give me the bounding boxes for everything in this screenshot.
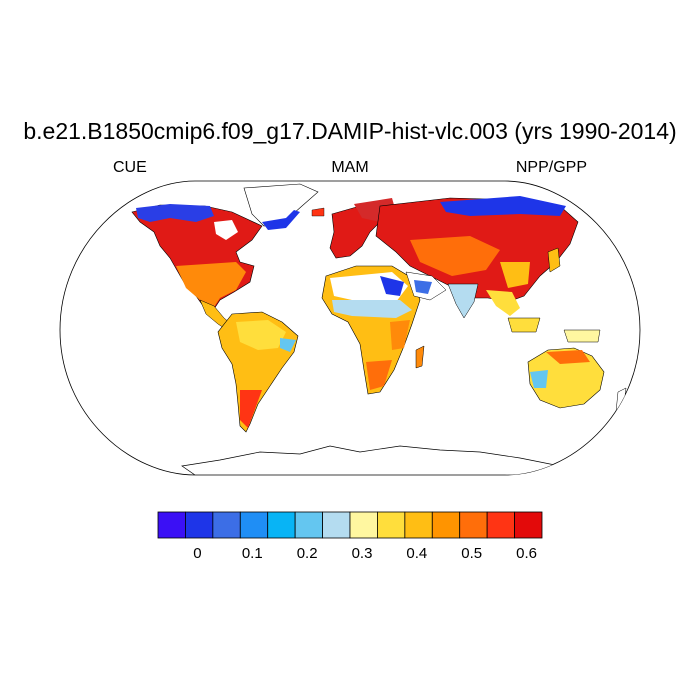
region-sahel	[332, 300, 412, 318]
colorbar-tick-label: 0.1	[242, 545, 263, 562]
region-australia-north	[546, 350, 590, 364]
colorbar-tick-label: 0.4	[406, 545, 427, 562]
region-sahara-patch	[380, 276, 404, 296]
region-us-south	[176, 262, 246, 310]
region-japan	[547, 247, 561, 273]
colorbar-swatch	[267, 511, 296, 539]
region-madagascar	[415, 345, 425, 369]
region-hudson	[214, 220, 238, 240]
region-greenland-coast	[262, 210, 300, 230]
region-amazon	[236, 320, 286, 350]
colorbar-swatch	[349, 511, 378, 539]
region-australia	[527, 347, 605, 409]
colorbar-swatch	[239, 511, 269, 539]
region-brazil-east	[280, 338, 296, 352]
colorbar-swatch	[157, 511, 186, 539]
region-new-guinea	[563, 329, 601, 343]
region-iceland	[311, 207, 325, 217]
colorbar-tick-label: 0	[193, 545, 201, 562]
units-label: NPP/GPP	[515, 159, 587, 176]
region-southern-africa	[366, 360, 392, 390]
colorbar-tick-label: 0.6	[516, 545, 537, 562]
region-patagonia	[240, 390, 262, 428]
colorbar-swatch	[486, 511, 515, 539]
plot-title: b.e21.B1850cmip6.f09_g17.DAMIP-hist-vlc.…	[23, 118, 677, 144]
land-field	[131, 183, 627, 475]
variable-label: CUE	[113, 159, 147, 176]
colorbar-swatch	[459, 511, 488, 539]
colorbar-tick-label: 0.3	[352, 545, 373, 562]
region-southeast-asia	[486, 290, 520, 316]
region-siberia-arctic	[440, 196, 566, 216]
colorbar-swatch	[431, 511, 461, 539]
region-east-africa	[390, 320, 410, 350]
region-canada-arctic	[136, 204, 214, 222]
region-indonesia	[507, 317, 541, 333]
region-india	[447, 283, 479, 319]
colorbar-tick-label: 0.5	[461, 545, 482, 562]
colorbar: 0 0.1 0.2 0.3 0.4 0.5 0.6	[157, 511, 543, 562]
region-china-east	[500, 262, 530, 288]
region-australia-west	[530, 370, 548, 388]
season-label: MAM	[331, 159, 369, 176]
colorbar-swatch	[377, 511, 406, 539]
region-arabia-field	[414, 280, 432, 294]
colorbar-swatch	[185, 511, 214, 539]
colorbar-swatch	[212, 511, 241, 539]
region-central-asia	[410, 236, 500, 276]
colorbar-swatch	[294, 511, 323, 539]
colorbar-swatch	[514, 511, 543, 539]
colorbar-swatch	[322, 511, 351, 539]
colorbar-tick-label: 0.2	[297, 545, 318, 562]
colorbar-swatch	[404, 511, 433, 539]
